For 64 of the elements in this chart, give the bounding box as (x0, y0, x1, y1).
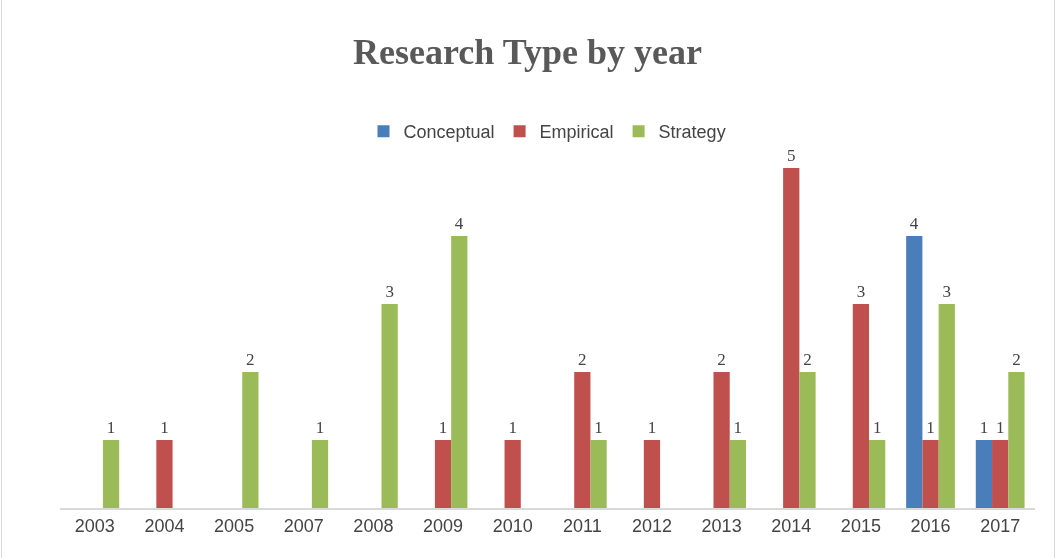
data-label: 1 (733, 417, 743, 437)
data-label: 2 (1012, 349, 1021, 369)
x-tick-label: 2011 (562, 515, 602, 536)
bar (783, 167, 800, 508)
x-tick-label: 2012 (631, 515, 672, 536)
data-label: 5 (786, 145, 796, 165)
bar (590, 439, 607, 508)
data-label: 1 (647, 417, 657, 437)
bar (869, 439, 886, 508)
bar (381, 303, 398, 508)
x-tick-label: 2007 (283, 515, 324, 536)
data-label: 4 (454, 213, 464, 233)
data-label: 1 (106, 417, 116, 437)
bar (922, 439, 939, 508)
bar (975, 439, 993, 508)
bar (799, 371, 816, 508)
bar (102, 439, 120, 508)
bar (643, 439, 661, 508)
chart-title: Research Type by year (353, 32, 702, 73)
bar (713, 371, 730, 508)
x-tick-label: 2008 (353, 515, 394, 536)
x-tick-label: 2017 (980, 515, 1021, 536)
legend-label: Conceptual (403, 122, 495, 143)
x-tick-label: 2015 (840, 515, 881, 536)
data-label: 2 (578, 349, 587, 369)
data-label: 1 (872, 417, 882, 437)
data-label: 3 (856, 281, 866, 301)
data-label: 1 (979, 417, 989, 437)
data-label: 1 (438, 417, 448, 437)
data-label: 1 (594, 417, 603, 437)
x-tick-label: 2004 (144, 515, 185, 536)
x-tick-label: 2014 (771, 515, 812, 536)
data-label: 3 (942, 281, 952, 301)
data-label: 1 (160, 417, 169, 437)
bar (729, 439, 746, 508)
bar (311, 439, 329, 508)
x-tick-label: 2016 (910, 515, 951, 536)
bar (574, 371, 591, 508)
bar (504, 439, 521, 508)
bar (1008, 371, 1025, 508)
bar (906, 235, 923, 508)
bar (242, 371, 259, 508)
data-label: 2 (717, 349, 726, 369)
x-tick-label: 2013 (701, 515, 742, 536)
data-label: 2 (246, 349, 255, 369)
data-label: 1 (315, 417, 325, 437)
data-label: 1 (508, 417, 517, 437)
bar (852, 303, 870, 508)
legend-label: Strategy (658, 122, 726, 143)
x-tick-label: 2005 (214, 515, 255, 536)
x-tick-label: 2003 (74, 515, 115, 536)
data-label: 2 (803, 349, 812, 369)
bar (451, 235, 468, 508)
data-label: 3 (385, 281, 394, 301)
data-label: 1 (995, 417, 1005, 437)
data-label: 1 (926, 417, 935, 437)
data-label: 4 (909, 213, 919, 233)
bar (434, 439, 452, 508)
legend-label: Empirical (539, 122, 614, 143)
bar (938, 303, 955, 508)
bar (992, 439, 1009, 508)
bar (156, 439, 173, 508)
x-tick-label: 2009 (423, 515, 464, 536)
x-tick-label: 2010 (492, 515, 533, 536)
